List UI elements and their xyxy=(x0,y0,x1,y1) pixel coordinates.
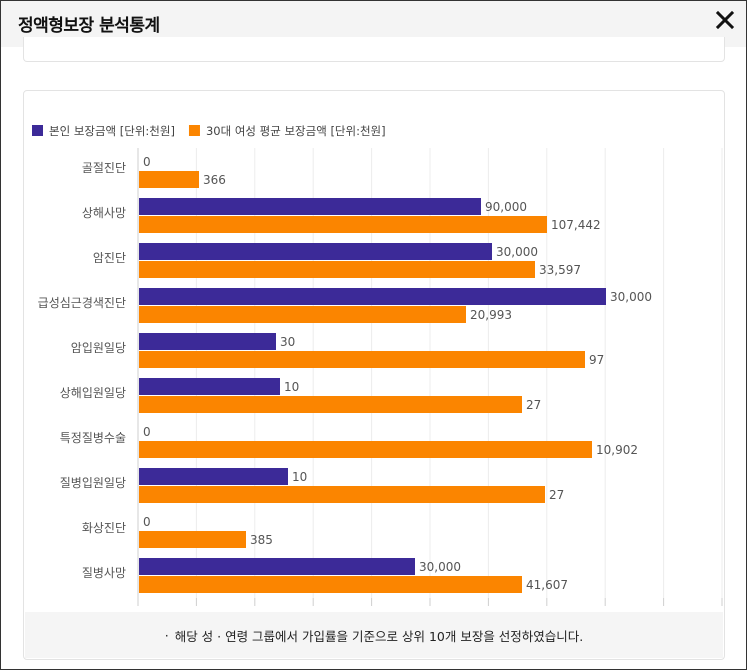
data-label: 107,442 xyxy=(551,218,601,232)
bar xyxy=(139,288,606,305)
data-label: 10 xyxy=(292,470,307,484)
summary-panel xyxy=(23,37,725,62)
bar-chart: 본인 보장금액 [단위:천원] 30대 여성 평균 보장금액 [단위:천원] 골절진… xyxy=(32,124,723,606)
data-label: 30 xyxy=(280,335,295,349)
bar xyxy=(139,558,415,575)
data-label: 10 xyxy=(284,380,299,394)
bar xyxy=(139,396,522,413)
close-icon[interactable] xyxy=(710,5,740,35)
bar xyxy=(139,486,545,503)
data-label: 90,000 xyxy=(485,200,527,214)
category-label: 상해입원일당 xyxy=(60,386,126,400)
bar xyxy=(139,216,547,233)
category-label: 특정질병수술 xyxy=(60,431,126,445)
data-label: 0 xyxy=(143,515,151,529)
data-label: 0 xyxy=(143,155,151,169)
bar xyxy=(139,171,199,188)
category-label: 골절진단 xyxy=(82,161,126,175)
data-label: 366 xyxy=(203,173,226,187)
bar xyxy=(139,378,280,395)
data-label: 385 xyxy=(250,533,273,547)
category-label: 암입원일당 xyxy=(71,341,126,355)
bar xyxy=(139,198,481,215)
data-label: 0 xyxy=(143,425,151,439)
category-label: 급성심근경색진단 xyxy=(38,296,126,310)
legend-label: 본인 보장금액 [단위:천원] xyxy=(49,124,175,138)
data-label: 20,993 xyxy=(470,308,512,322)
category-label: 상해사망 xyxy=(82,206,126,220)
bar xyxy=(139,243,492,260)
footnote: · 해당 성 · 연령 그룹에서 가입률을 기준으로 상위 10개 보장을 선정… xyxy=(25,612,723,658)
bar xyxy=(139,306,466,323)
bar xyxy=(139,576,522,593)
chart-panel: 본인 보장금액 [단위:천원] 30대 여성 평균 보장금액 [단위:천원] 골절진… xyxy=(23,90,725,660)
bar xyxy=(139,351,585,368)
data-label: 33,597 xyxy=(539,263,581,277)
data-label: 10,902 xyxy=(596,443,638,457)
data-label: 97 xyxy=(589,353,604,367)
bar xyxy=(139,333,276,350)
footnote-text: 해당 성 · 연령 그룹에서 가입률을 기준으로 상위 10개 보장을 선정하였… xyxy=(174,628,584,644)
legend-swatch xyxy=(32,125,43,136)
data-label: 30,000 xyxy=(496,245,538,259)
bar xyxy=(139,261,535,278)
data-label: 41,607 xyxy=(526,578,568,592)
dialog-title: 정액형보장 분석통계 xyxy=(18,16,160,36)
footnote-bullet: · xyxy=(164,627,169,643)
bar xyxy=(139,441,592,458)
category-label: 질병사망 xyxy=(82,566,126,580)
data-label: 30,000 xyxy=(610,290,652,304)
legend-label: 30대 여성 평균 보장금액 [단위:천원] xyxy=(206,124,386,138)
legend-swatch xyxy=(188,125,200,136)
data-label: 27 xyxy=(526,398,541,412)
data-label: 27 xyxy=(549,488,564,502)
data-label: 30,000 xyxy=(419,560,461,574)
category-label: 암진단 xyxy=(93,251,126,265)
category-label: 질병입원일당 xyxy=(60,476,126,490)
bar xyxy=(139,531,246,548)
category-label: 화상진단 xyxy=(82,521,126,535)
bar xyxy=(139,468,288,485)
